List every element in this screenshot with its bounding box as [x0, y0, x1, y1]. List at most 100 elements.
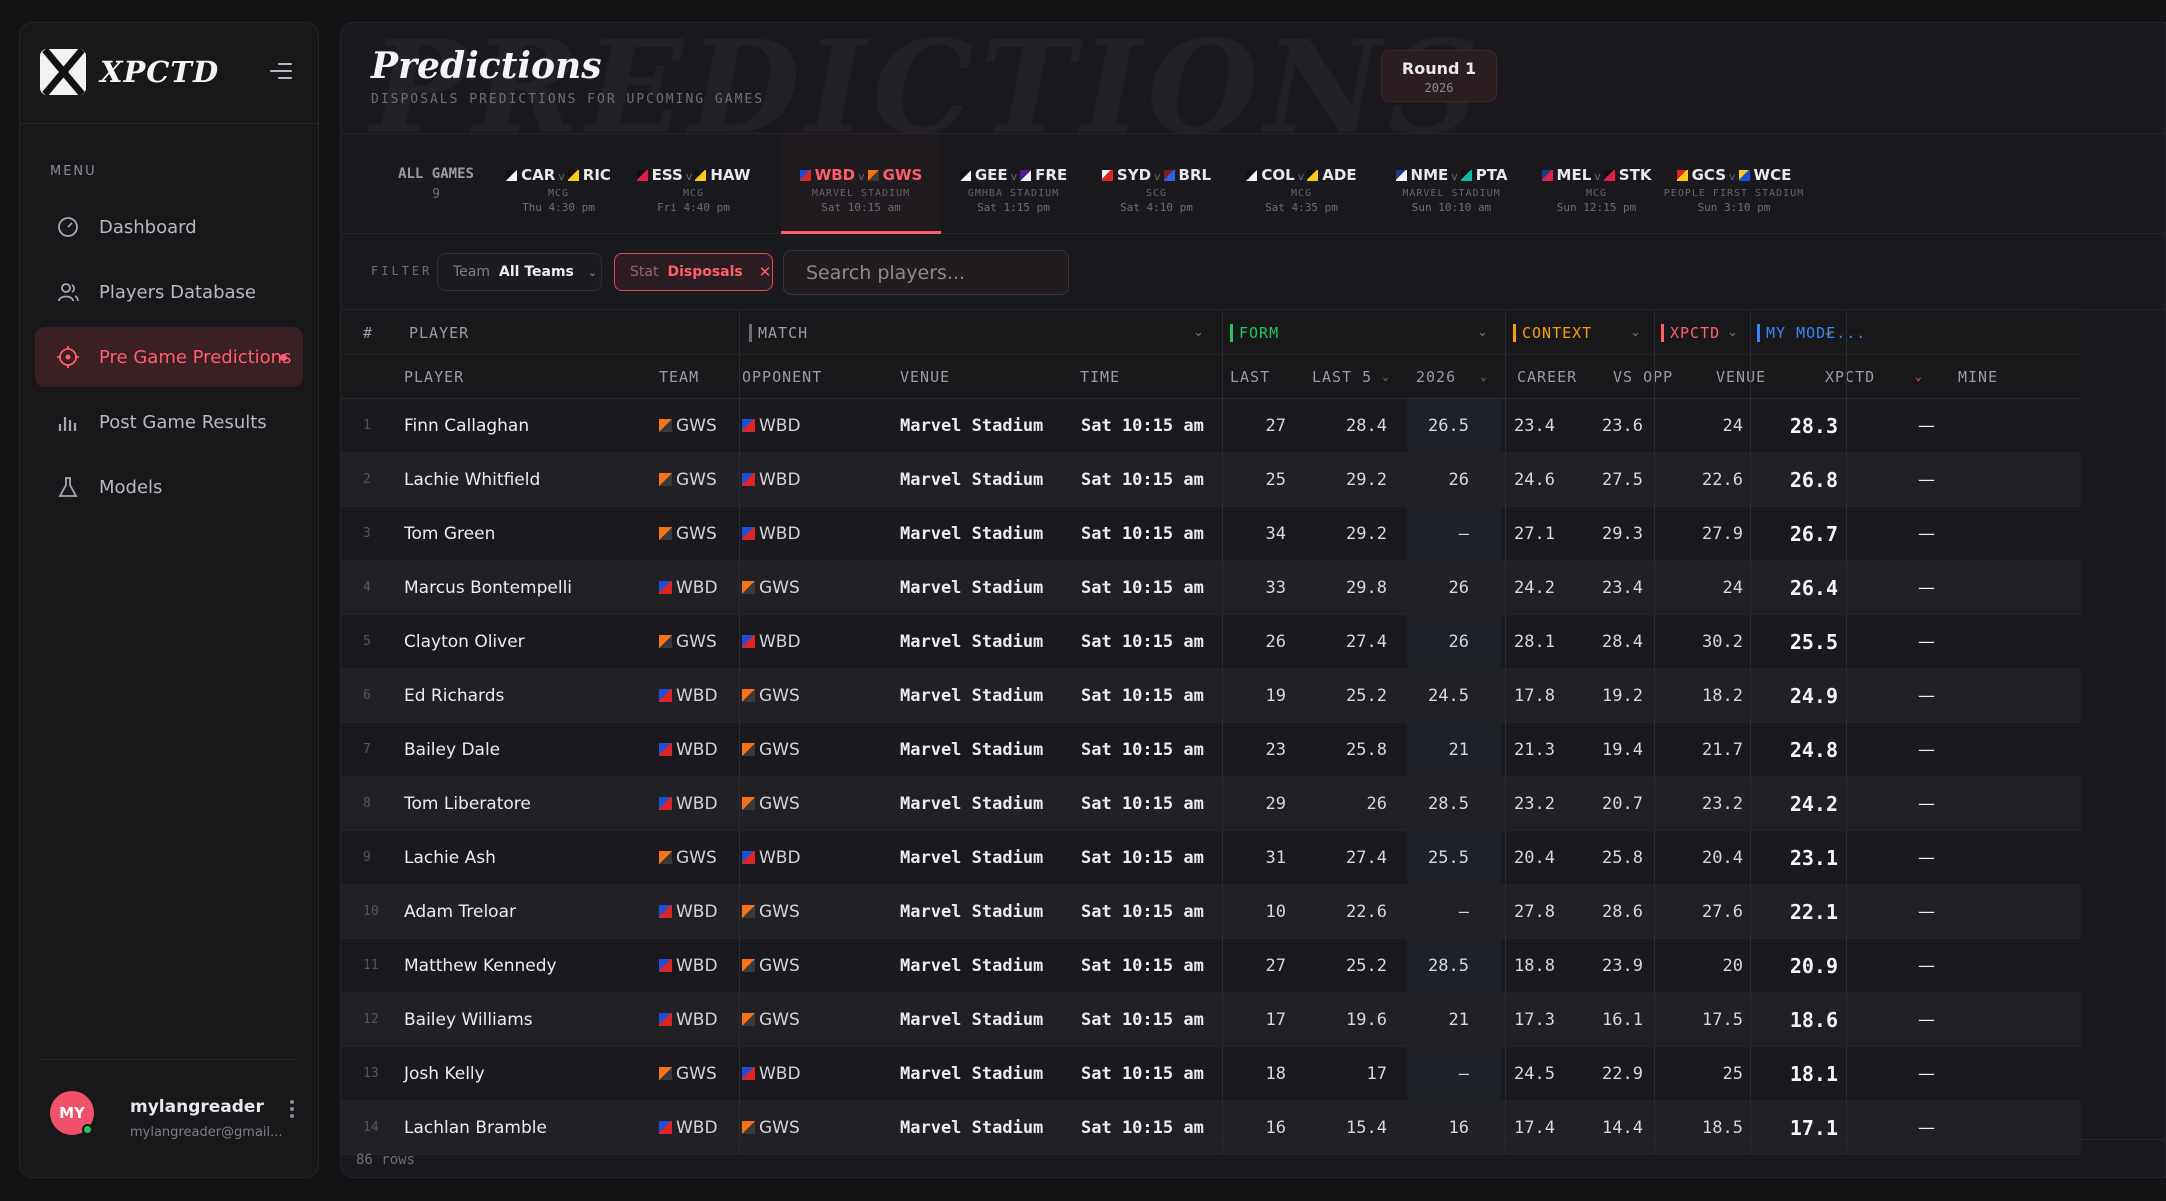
- cell-mine: —: [1918, 469, 1935, 490]
- close-icon[interactable]: ✕: [758, 263, 772, 281]
- header-last[interactable]: LAST: [1230, 367, 1271, 386]
- header-mine[interactable]: MINE: [1958, 367, 1999, 386]
- cell-last: 31: [1265, 847, 1286, 868]
- game-venue: PEOPLE FIRST STADIUM: [1663, 188, 1805, 199]
- stat-filter-chip[interactable]: Stat Disposals ✕: [614, 253, 773, 291]
- chevron-down-icon[interactable]: ⌄: [1477, 325, 1488, 340]
- table-row[interactable]: 7 Bailey Dale WBD GWS Marvel Stadium Sat 10:1…: [341, 723, 2081, 777]
- cell-xpctd: 24.2: [1789, 791, 1838, 816]
- cell-venue: Marvel Stadium: [900, 847, 1044, 868]
- cell-player[interactable]: Tom Green: [404, 523, 496, 544]
- tab-game-gcs-wce[interactable]: GCS v WCE PEOPLE FIRST STADIUM Sun 3:10 pm: [1659, 134, 1809, 234]
- table-row[interactable]: 1 Finn Callaghan GWS WBD Marvel Stadium Sat 1…: [341, 399, 2081, 453]
- sidebar-item-players-database[interactable]: Players Database: [35, 262, 303, 322]
- cell-player[interactable]: Josh Kelly: [404, 1063, 485, 1084]
- cell-player[interactable]: Lachie Ash: [404, 847, 496, 868]
- table-footer: 86 rows: [341, 1139, 2165, 1177]
- cell-player[interactable]: Finn Callaghan: [404, 415, 530, 436]
- cell-y2026: 21: [1448, 739, 1469, 760]
- cell-player[interactable]: Tom Liberatore: [404, 793, 531, 814]
- tab-game-nme-pta[interactable]: NME v PTA MARVEL STADIUM Sun 10:10 am: [1374, 134, 1529, 234]
- group-context[interactable]: CONTEXT: [1513, 311, 1592, 354]
- chevron-down-icon[interactable]: ⌄: [1727, 325, 1738, 340]
- sidebar-item-post-game-results[interactable]: Post Game Results: [35, 392, 303, 452]
- header-xpctd[interactable]: XPCTD ⌄: [1825, 367, 1923, 386]
- team-filter-select[interactable]: Team All Teams ⌄: [437, 253, 602, 291]
- cell-player[interactable]: Clayton Oliver: [404, 631, 525, 652]
- user-profile[interactable]: MY mylangreader mylangreader@gmail...: [40, 1059, 298, 1177]
- cell-career: 23.2: [1514, 793, 1555, 814]
- tab-game-mel-stk[interactable]: MEL v STK MCG Sun 12:15 pm: [1534, 134, 1659, 234]
- cell-player[interactable]: Lachlan Bramble: [404, 1117, 547, 1138]
- cell-player[interactable]: Matthew Kennedy: [404, 955, 557, 976]
- row-count: 86 rows: [356, 1152, 416, 1168]
- cell-opp: GWS: [742, 777, 800, 830]
- header-venue[interactable]: VENUE: [900, 367, 951, 386]
- tab-game-car-ric[interactable]: CAR v RIC MCG Thu 4:30 pm: [491, 134, 626, 234]
- table-row[interactable]: 10 Adam Treloar WBD GWS Marvel Stadium Sat 10…: [341, 885, 2081, 939]
- tab-game-ess-haw[interactable]: ESS v HAW MCG Fri 4:40 pm: [611, 134, 776, 234]
- collapse-sidebar-icon[interactable]: [270, 63, 292, 81]
- table-row[interactable]: 9 Lachie Ash GWS WBD Marvel Stadium Sat 10:15…: [341, 831, 2081, 885]
- group-match[interactable]: MATCH: [749, 311, 979, 354]
- cell-team: WBD: [659, 723, 718, 776]
- chevron-down-icon[interactable]: ⌄: [1630, 325, 1641, 340]
- tab-game-syd-brl[interactable]: SYD v BRL SCG Sat 4:10 pm: [1085, 134, 1228, 234]
- header-career[interactable]: CAREER: [1517, 367, 1578, 386]
- sidebar-item-dashboard[interactable]: Dashboard: [35, 197, 303, 257]
- cell-player[interactable]: Bailey Dale: [404, 739, 501, 760]
- tab-game-wbd-gws[interactable]: WBD v GWS MARVEL STADIUM Sat 10:15 am: [781, 134, 941, 234]
- header-2026[interactable]: 2026 ⌄: [1416, 367, 1488, 386]
- sidebar-item-models[interactable]: Models: [35, 457, 303, 517]
- header-opponent[interactable]: OPPONENT: [742, 367, 823, 386]
- sidebar-item-pre-game-predictions[interactable]: Pre Game Predictions: [35, 327, 303, 387]
- cell-time: Sat 10:15 am: [1081, 955, 1204, 976]
- cell-player[interactable]: Marcus Bontempelli: [404, 577, 573, 598]
- brand[interactable]: XPCTD: [40, 49, 219, 95]
- team-flag-icon: [659, 959, 672, 972]
- tab-game-col-ade[interactable]: COL v ADE MCG Sat 4:35 pm: [1229, 134, 1374, 234]
- table-row[interactable]: 4 Marcus Bontempelli WBD GWS Marvel Stadium S…: [341, 561, 2081, 615]
- cell-time: Sat 10:15 am: [1081, 1009, 1204, 1030]
- header-player[interactable]: PLAYER: [404, 367, 465, 386]
- table-row[interactable]: 11 Matthew Kennedy WBD GWS Marvel Stadium Sat…: [341, 939, 2081, 993]
- header-vs-opp[interactable]: VS OPP: [1613, 367, 1674, 386]
- group-form[interactable]: FORM: [1230, 311, 1279, 354]
- header-last-5[interactable]: LAST 5 ⌄: [1312, 367, 1390, 386]
- cell-player[interactable]: Ed Richards: [404, 685, 505, 706]
- cell-venue: Marvel Stadium: [900, 685, 1044, 706]
- table-row[interactable]: 8 Tom Liberatore WBD GWS Marvel Stadium Sat 1…: [341, 777, 2081, 831]
- table-row[interactable]: 3 Tom Green GWS WBD Marvel Stadium Sat 10:15 …: [341, 507, 2081, 561]
- search-input[interactable]: [783, 250, 1069, 295]
- team-flag-icon: [742, 581, 755, 594]
- header-team[interactable]: TEAM: [659, 367, 700, 386]
- table-row[interactable]: 12 Bailey Williams WBD GWS Marvel Stadium Sat…: [341, 993, 2081, 1047]
- cell-player[interactable]: Adam Treloar: [404, 901, 516, 922]
- cell-n: 7: [363, 742, 371, 757]
- more-vertical-icon[interactable]: [290, 1100, 296, 1121]
- cell-player[interactable]: Bailey Williams: [404, 1009, 533, 1030]
- stat-filter-key: Stat: [630, 264, 659, 280]
- tab-game-gee-fre[interactable]: GEE v FRE GMHBA STADIUM Sat 1:15 pm: [941, 134, 1086, 234]
- cell-xpctd: 26.4: [1789, 575, 1838, 600]
- team-flag-icon: [742, 527, 755, 540]
- table-row[interactable]: 13 Josh Kelly GWS WBD Marvel Stadium Sat 10:1…: [341, 1047, 2081, 1101]
- team-flag-icon: [506, 170, 518, 181]
- chevron-down-icon[interactable]: ⌄: [1193, 325, 1204, 340]
- tab-all-games[interactable]: ALL GAMES 9: [381, 134, 491, 234]
- header-venue-avg[interactable]: VENUE: [1716, 367, 1767, 386]
- round-selector[interactable]: Round 1 2026: [1381, 50, 1497, 102]
- group-xpctd[interactable]: XPCTD: [1661, 311, 1720, 354]
- cell-mine: —: [1918, 955, 1935, 976]
- chevron-down-icon[interactable]: ⌄: [1823, 325, 1834, 340]
- cell-y2026: 26: [1448, 631, 1469, 652]
- cell-xpctd: 26.7: [1789, 521, 1838, 546]
- cell-time: Sat 10:15 am: [1081, 577, 1204, 598]
- group-my-model[interactable]: MY MODE...: [1757, 311, 1866, 354]
- table-row[interactable]: 2 Lachie Whitfield GWS WBD Marvel Stadium Sat…: [341, 453, 2081, 507]
- header-time[interactable]: TIME: [1080, 367, 1121, 386]
- table-row[interactable]: 6 Ed Richards WBD GWS Marvel Stadium Sat 10:1…: [341, 669, 2081, 723]
- cell-player[interactable]: Lachie Whitfield: [404, 469, 541, 490]
- table-row[interactable]: 5 Clayton Oliver GWS WBD Marvel Stadium Sat 1…: [341, 615, 2081, 669]
- table-row[interactable]: 14 Lachlan Bramble WBD GWS Marvel Stadium Sat…: [341, 1101, 2081, 1155]
